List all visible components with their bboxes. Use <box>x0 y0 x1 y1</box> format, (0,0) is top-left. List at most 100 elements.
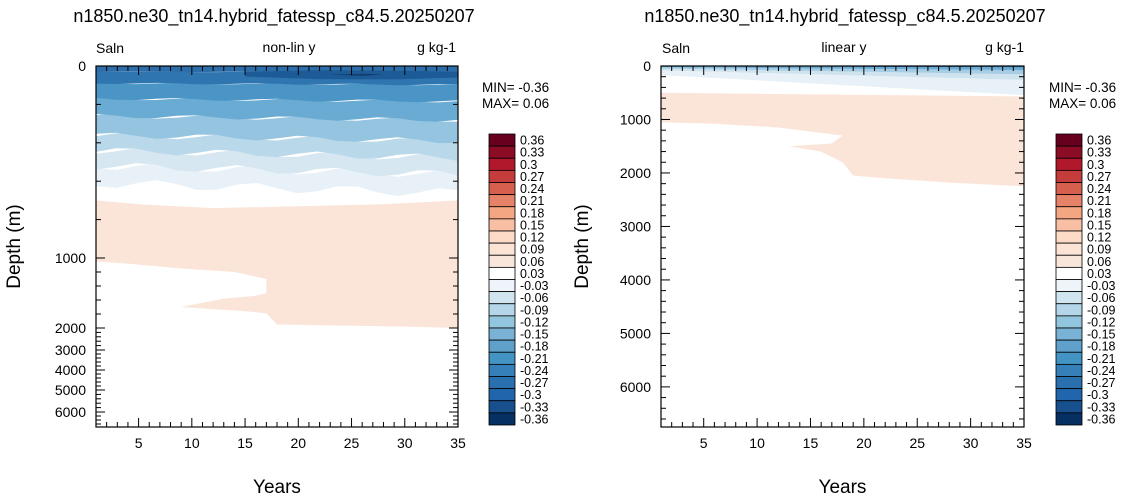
colorbar-swatch <box>1055 291 1083 305</box>
colorbar-label: -0.21 <box>520 352 549 366</box>
negative-band <box>661 70 1024 96</box>
y-axis-label: Depth (m) <box>572 204 593 288</box>
colorbar-swatch <box>488 363 516 377</box>
colorbar-label: -0.36 <box>520 412 549 426</box>
colorbar-swatch <box>1055 412 1083 426</box>
colorbar-label: 0.24 <box>1087 182 1111 196</box>
colorbar: 0.360.330.30.270.240.210.180.150.120.090… <box>1055 133 1116 426</box>
colorbar-swatch <box>1055 242 1083 256</box>
colorbar-label: -0.03 <box>520 279 549 293</box>
x-tick-label: 35 <box>1016 435 1032 451</box>
negative-band <box>96 133 458 161</box>
colorbar-swatch <box>488 279 516 293</box>
axis-type-label: non-lin y <box>263 39 316 55</box>
negative-band <box>96 82 458 103</box>
colorbar-swatch <box>1055 339 1083 353</box>
colorbar-swatch <box>488 339 516 353</box>
y-tick-label: 3000 <box>620 218 651 234</box>
y-axis-label: Depth (m) <box>4 204 25 288</box>
colorbar-swatch <box>488 351 516 365</box>
colorbar-label: 0.36 <box>1087 134 1111 148</box>
chart-panel-1: n1850.ne30_tn14.hybrid_fatessp_c84.5.202… <box>4 6 549 498</box>
x-axis-label: Years <box>819 477 867 498</box>
colorbar-swatch <box>1055 194 1083 208</box>
x-tick-label: 5 <box>135 435 143 451</box>
colorbar-label: 0.03 <box>1087 267 1111 281</box>
y-tick-label: 5000 <box>620 325 651 341</box>
colorbar-swatch <box>1055 376 1083 390</box>
y-tick-label: 3000 <box>55 342 86 358</box>
colorbar-label: -0.3 <box>1087 388 1109 402</box>
colorbar-swatch <box>1055 303 1083 317</box>
units-label: g kg-1 <box>985 39 1024 55</box>
colorbar-swatch <box>1055 315 1083 329</box>
colorbar-label: 0.33 <box>520 146 544 160</box>
min-value-text: MIN= -0.36 <box>1049 80 1116 95</box>
colorbar-swatch <box>1055 182 1083 196</box>
colorbar-swatch <box>488 157 516 171</box>
colorbar-label: -0.15 <box>1087 328 1116 342</box>
y-tick-label: 5000 <box>55 382 86 398</box>
positive-region <box>661 92 1024 187</box>
colorbar-swatch <box>488 206 516 220</box>
x-tick-label: 10 <box>749 435 765 451</box>
colorbar-label: 0.18 <box>1087 206 1111 220</box>
x-tick-label: 5 <box>700 435 708 451</box>
colorbar-swatch <box>1055 327 1083 341</box>
units-label: g kg-1 <box>417 39 456 55</box>
colorbar-label: -0.33 <box>1087 400 1116 414</box>
colorbar-label: -0.33 <box>520 400 549 414</box>
y-tick-label: 0 <box>643 58 651 74</box>
variable-label: Saln <box>96 40 124 56</box>
colorbar-label: 0.03 <box>520 267 544 281</box>
negative-band <box>96 114 458 144</box>
colorbar-swatch <box>488 145 516 159</box>
colorbar-swatch <box>488 400 516 414</box>
y-tick-label: 1000 <box>620 111 651 127</box>
colorbar-label: 0.15 <box>520 218 544 232</box>
colorbar-label: -0.15 <box>520 328 549 342</box>
positive-region <box>96 200 458 328</box>
colorbar-label: 0.09 <box>520 243 544 257</box>
colorbar-label: -0.18 <box>1087 340 1116 354</box>
colorbar-swatch <box>1055 388 1083 402</box>
colorbar-swatch <box>1055 254 1083 268</box>
y-tick-label: 2000 <box>55 320 86 336</box>
colorbar-label: -0.09 <box>520 303 549 317</box>
colorbar-swatch <box>488 133 516 147</box>
colorbar-swatch <box>1055 400 1083 414</box>
colorbar-label: 0.15 <box>1087 218 1111 232</box>
colorbar-label: -0.12 <box>1087 315 1116 329</box>
colorbar-label: -0.27 <box>1087 376 1116 390</box>
colorbar-label: 0.24 <box>520 182 544 196</box>
colorbar-label: -0.18 <box>520 340 549 354</box>
colorbar-swatch <box>488 303 516 317</box>
x-tick-label: 30 <box>397 435 413 451</box>
colorbar-label: -0.06 <box>520 291 549 305</box>
colorbar: 0.360.330.30.270.240.210.180.150.120.090… <box>488 133 549 426</box>
chart-panel-2: n1850.ne30_tn14.hybrid_fatessp_c84.5.202… <box>572 6 1116 498</box>
colorbar-swatch <box>488 315 516 329</box>
colorbar-label: 0.21 <box>520 194 544 208</box>
colorbar-swatch <box>488 169 516 183</box>
colorbar-swatch <box>1055 363 1083 377</box>
x-tick-label: 20 <box>856 435 872 451</box>
colorbar-label: 0.3 <box>520 158 537 172</box>
colorbar-swatch <box>488 242 516 256</box>
y-tick-label: 6000 <box>620 379 651 395</box>
colorbar-swatch <box>1055 133 1083 147</box>
colorbar-label: 0.06 <box>1087 255 1111 269</box>
negative-band <box>96 148 458 177</box>
colorbar-label: 0.3 <box>1087 158 1104 172</box>
min-value-text: MIN= -0.36 <box>482 80 549 95</box>
colorbar-swatch <box>488 230 516 244</box>
y-tick-label: 2000 <box>620 165 651 181</box>
colorbar-swatch <box>488 254 516 268</box>
colorbar-label: -0.12 <box>520 315 549 329</box>
x-tick-label: 35 <box>450 435 466 451</box>
axis-type-label: linear y <box>821 39 866 55</box>
colorbar-label: 0.09 <box>1087 243 1111 257</box>
colorbar-label: -0.09 <box>1087 303 1116 317</box>
colorbar-label: -0.3 <box>520 388 542 402</box>
